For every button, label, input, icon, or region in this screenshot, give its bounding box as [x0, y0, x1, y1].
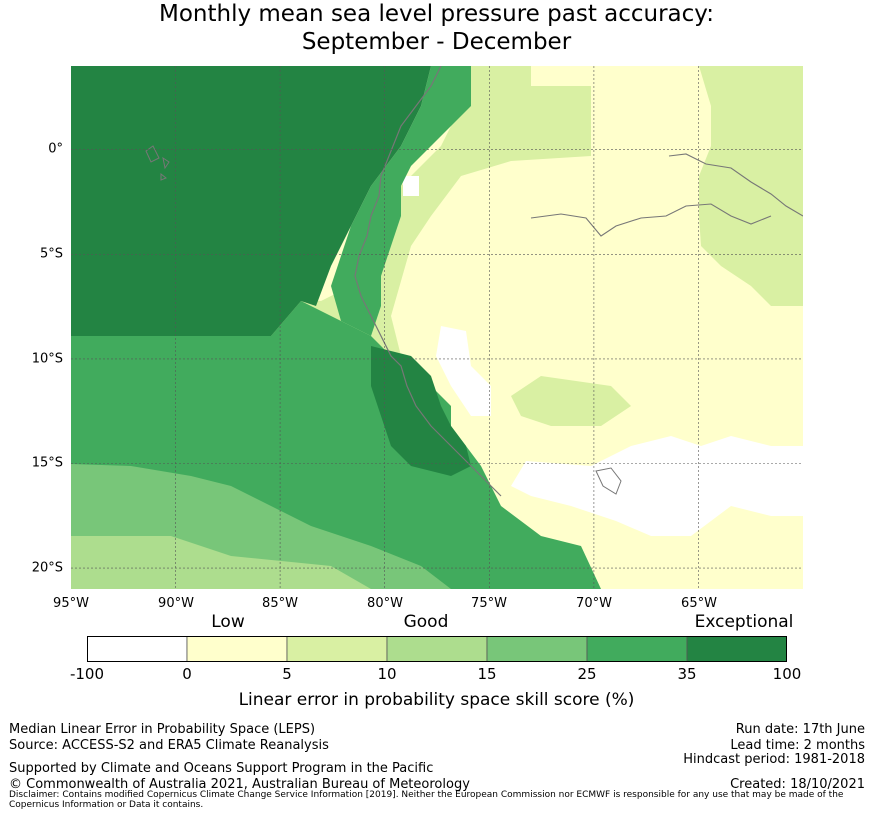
lat-tick-label: 20°S	[31, 560, 63, 576]
map-title-line1: Monthly mean sea level pressure past acc…	[159, 1, 714, 27]
region-light-green-north	[71, 66, 591, 451]
coastline-amazon	[530, 203, 772, 237]
colorbar-title: Linear error in probability space skill …	[238, 690, 635, 710]
lon-tick-label: 65°W	[681, 596, 717, 611]
region-green-west	[71, 301, 601, 589]
skill-map	[71, 66, 803, 589]
colorbar-tick-label: 25	[577, 665, 597, 683]
region-light-green-southwest	[71, 536, 371, 589]
region-white-north	[403, 176, 419, 196]
lat-tick-label: 5°S	[39, 246, 63, 262]
footer-support: Supported by Climate and Oceans Support …	[9, 761, 434, 776]
footer-run-date: Run date: 17th June	[735, 722, 865, 737]
map-title-line2: September - December	[301, 29, 572, 55]
lon-tick-label: 95°W	[53, 596, 89, 611]
colorbar-segment	[486, 636, 588, 662]
lon-tick-label: 90°W	[158, 596, 194, 611]
lat-tick-label: 0°	[48, 141, 63, 157]
lon-tick-label: 70°W	[576, 596, 612, 611]
colorbar-segment	[186, 636, 288, 662]
colorbar-tick-label: -100	[69, 665, 105, 683]
footer-source: Source: ACCESS-S2 and ERA5 Climate Reana…	[9, 738, 329, 753]
colorbar-tick-label: 5	[282, 665, 292, 683]
lon-tick-label: 75°W	[471, 596, 507, 611]
colorbar-tick-label: 15	[477, 665, 497, 683]
footer-disclaimer: Disclaimer: Contains modified Copernicus…	[9, 790, 844, 810]
region-white-south	[511, 436, 803, 536]
colorbar-category-exceptional: Exceptional	[694, 612, 794, 632]
colorbar-segment	[87, 636, 188, 662]
colorbar-segment	[386, 636, 488, 662]
region-dark-green-west	[71, 66, 431, 336]
region-light-green-south	[511, 376, 631, 426]
lon-tick-label: 80°W	[367, 596, 403, 611]
footer-copyright: © Commonwealth of Australia 2021, Austra…	[9, 777, 470, 792]
colorbar-segment	[586, 636, 688, 662]
colorbar-category-low: Low	[211, 612, 245, 632]
lat-tick-label: 15°S	[31, 455, 63, 471]
lon-tick-label: 85°W	[262, 596, 298, 611]
coastline-lake	[668, 153, 803, 217]
lake-titicaca	[595, 467, 622, 495]
colorbar-tick-label: 100	[772, 665, 802, 683]
coastline-south-america	[354, 66, 502, 497]
region-light-green-northeast	[699, 66, 803, 306]
region-white-center	[436, 326, 491, 416]
lat-tick-label: 10°S	[31, 351, 63, 367]
colorbar-segment	[286, 636, 388, 662]
colorbar	[87, 636, 787, 662]
gridlines	[71, 66, 803, 589]
footer-hindcast: Hindcast period: 1981-2018	[683, 752, 865, 767]
footer-method: Median Linear Error in Probability Space…	[9, 722, 316, 737]
galapagos-islands	[145, 145, 170, 181]
region-green-coastal-north	[331, 66, 471, 336]
region-dark-green-coast	[371, 346, 471, 476]
colorbar-tick-label: 0	[182, 665, 192, 683]
colorbar-segment	[686, 636, 787, 662]
footer-lead-time: Lead time: 2 months	[730, 738, 865, 753]
colorbar-tick-label: 35	[677, 665, 697, 683]
colorbar-tick-label: 10	[377, 665, 397, 683]
colorbar-category-good: Good	[403, 612, 449, 632]
footer-created: Created: 18/10/2021	[730, 777, 865, 792]
